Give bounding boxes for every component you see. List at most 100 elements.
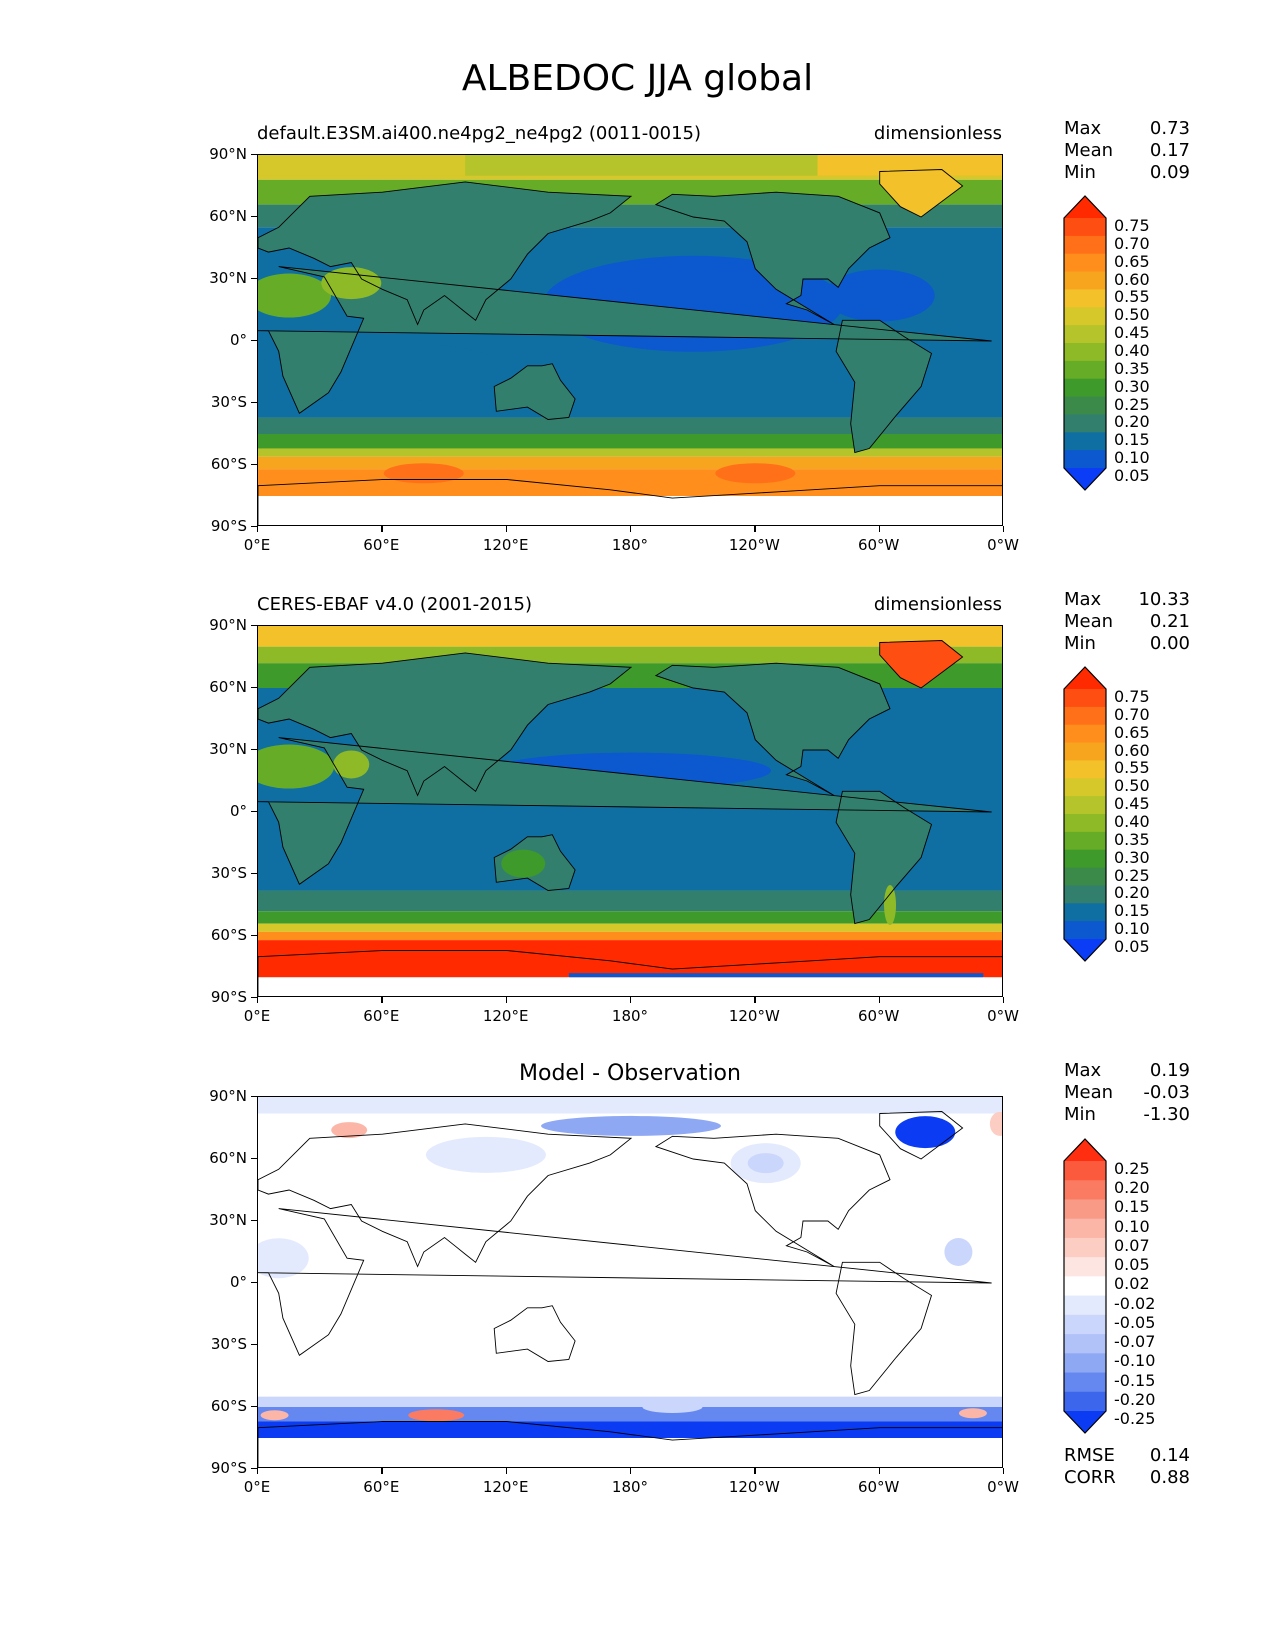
lat-tick-label: 30°N — [209, 1211, 247, 1229]
colorbar-label: 0.15 — [1114, 1197, 1150, 1217]
stat-value: 0.00 — [1149, 633, 1190, 654]
colorbar-label: 0.05 — [1114, 937, 1150, 956]
lon-tick-mark — [878, 1468, 880, 1474]
lon-tick-label: 60°E — [363, 1007, 400, 1025]
lat-tick-mark — [251, 154, 257, 156]
stat-value: -0.03 — [1143, 1082, 1190, 1103]
colorbar-label: 0.05 — [1114, 466, 1150, 485]
colorbar-label: 0.60 — [1114, 269, 1150, 289]
stat-row: RMSE 0.14 — [1064, 1445, 1190, 1467]
lon-tick-mark — [630, 997, 632, 1003]
lon-tick-mark — [381, 1468, 383, 1474]
lat-tick-mark — [251, 278, 257, 280]
stat-value: 0.73 — [1149, 118, 1190, 139]
lat-tick-mark — [251, 1096, 257, 1098]
stat-value: 0.21 — [1149, 611, 1190, 632]
stat-row: Min 0.09 — [1064, 162, 1190, 184]
lat-tick-label: 30°N — [209, 740, 247, 758]
lat-tick-label: 90°N — [209, 1087, 247, 1105]
stat-label: CORR — [1064, 1467, 1116, 1488]
lat-tick-label: 60°N — [209, 1149, 247, 1167]
stat-row: Mean 0.21 — [1064, 611, 1190, 633]
stat-row: Max 0.73 — [1064, 118, 1190, 140]
lat-tick-mark — [251, 1344, 257, 1346]
colorbar-label: -0.02 — [1114, 1293, 1156, 1313]
lat-tick-mark — [251, 873, 257, 875]
lat-tick-label: 0° — [229, 1273, 247, 1291]
lon-tick-mark — [257, 997, 259, 1003]
panel-diff-title: Model - Observation — [519, 1061, 741, 1086]
lon-tick-label: 120°W — [728, 1007, 780, 1025]
colorbar-label: -0.25 — [1114, 1409, 1156, 1428]
lat-tick-label: 90°N — [209, 145, 247, 163]
colorbar-label: 0.60 — [1114, 740, 1150, 760]
lat-tick-mark — [251, 997, 257, 999]
panel-obs-title-left: CERES-EBAF v4.0 (2001-2015) — [257, 594, 533, 615]
lat-tick-label: 0° — [229, 331, 247, 349]
colorbar-label: 0.20 — [1114, 1178, 1150, 1198]
panel-obs-map — [257, 625, 1003, 997]
lat-tick-mark — [251, 687, 257, 689]
lon-tick-label: 0°E — [243, 1007, 271, 1025]
lat-tick-mark — [251, 935, 257, 937]
panel-diff-stats: Max 0.19 Mean -0.03 Min -1.30 — [1064, 1060, 1190, 1126]
colorbar-label: 0.02 — [1114, 1274, 1150, 1294]
lon-tick-label: 0°W — [987, 536, 1019, 554]
lat-tick-mark — [251, 1158, 257, 1160]
lat-tick-mark — [251, 1406, 257, 1408]
lon-tick-label: 120°W — [728, 536, 780, 554]
lon-tick-mark — [1003, 1468, 1005, 1474]
lat-tick-label: 60°N — [209, 678, 247, 696]
lon-tick-label: 0°W — [987, 1478, 1019, 1496]
stat-label: RMSE — [1064, 1445, 1115, 1466]
stat-label: Max — [1064, 1060, 1102, 1081]
lon-tick-mark — [381, 997, 383, 1003]
stat-value: 10.33 — [1138, 589, 1190, 610]
lon-tick-mark — [257, 526, 259, 532]
panel-obs-stats: Max 10.33 Mean 0.21 Min 0.00 — [1064, 589, 1190, 655]
colorbar-label: 0.70 — [1114, 704, 1150, 724]
colorbar-label: 0.10 — [1114, 919, 1150, 939]
lon-tick-label: 60°W — [857, 1007, 900, 1025]
lat-tick-mark — [251, 625, 257, 627]
lat-tick-label: 90°N — [209, 616, 247, 634]
colorbar-label: 0.30 — [1114, 376, 1150, 396]
lon-tick-mark — [754, 997, 756, 1003]
colorbar-label: 0.65 — [1114, 251, 1150, 271]
stat-value: -1.30 — [1143, 1104, 1190, 1125]
lat-tick-label: 30°S — [210, 864, 247, 882]
colorbar-label: 0.40 — [1114, 812, 1150, 831]
colorbar-label: 0.20 — [1114, 412, 1150, 432]
lon-tick-mark — [381, 526, 383, 532]
stat-value: 0.09 — [1149, 162, 1190, 183]
lon-tick-label: 0°W — [987, 1007, 1019, 1025]
colorbar-label: 0.20 — [1114, 883, 1150, 903]
colorbar-label: 0.25 — [1114, 394, 1150, 414]
lon-tick-mark — [1003, 997, 1005, 1003]
panel-diff-footer-stats: RMSE 0.14 CORR 0.88 — [1064, 1445, 1190, 1489]
lat-tick-mark — [251, 1220, 257, 1222]
colorbar-label: 0.45 — [1114, 794, 1150, 814]
lon-tick-label: 120°E — [482, 536, 529, 554]
lon-tick-label: 60°W — [857, 536, 900, 554]
lat-tick-label: 90°S — [210, 517, 247, 535]
panel-model-title-right: dimensionless — [873, 123, 1002, 144]
lon-tick-label: 60°E — [363, 1478, 400, 1496]
colorbar-label: 0.30 — [1114, 847, 1150, 867]
lat-tick-label: 0° — [229, 802, 247, 820]
stat-label: Min — [1064, 162, 1096, 183]
colorbar-label: 0.55 — [1114, 287, 1150, 307]
colorbar-label: 0.70 — [1114, 233, 1150, 253]
colorbar-label: 0.40 — [1114, 341, 1150, 360]
lat-tick-mark — [251, 749, 257, 751]
figure-title: ALBEDOC JJA global — [461, 58, 814, 99]
colorbar-label: 0.15 — [1114, 901, 1150, 921]
lat-tick-label: 30°S — [210, 1335, 247, 1353]
lon-tick-mark — [878, 997, 880, 1003]
lat-tick-label: 60°S — [210, 926, 247, 944]
lat-tick-label: 90°S — [210, 988, 247, 1006]
colorbar-label: 0.10 — [1114, 1216, 1150, 1236]
stat-label: Mean — [1064, 611, 1114, 632]
colorbar-label: 0.55 — [1114, 758, 1150, 778]
stat-row: CORR 0.88 — [1064, 1467, 1190, 1489]
